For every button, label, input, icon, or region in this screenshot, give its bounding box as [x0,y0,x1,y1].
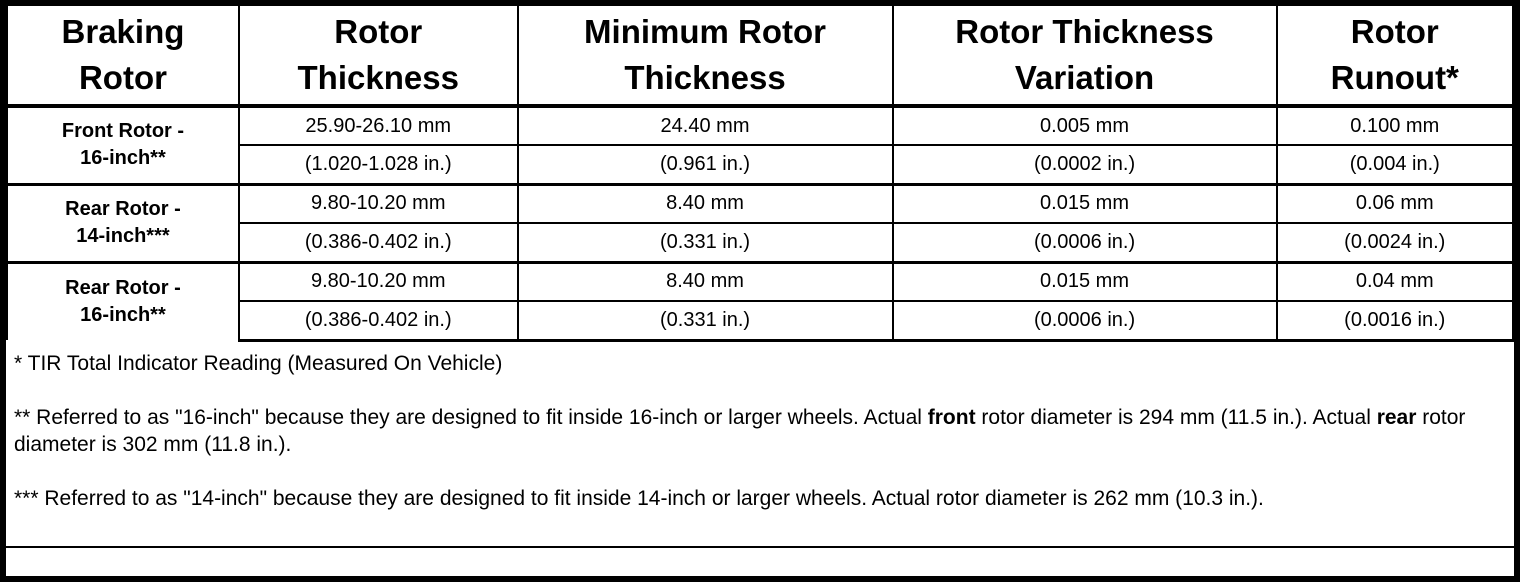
table-row-rear16-mm: Rear Rotor - 16-inch** 9.80-10.20 mm 8.4… [6,260,1514,340]
spec-cell: 8.40 mm [516,260,894,302]
column-header-braking-rotor: Braking Rotor [6,6,240,108]
spec-cell: (0.0016 in.) [1275,301,1514,342]
column-header-rotor-thickness-variation: Rotor Thickness Variation [891,6,1278,108]
footnote-tir: * TIR Total Indicator Reading (Measured … [14,351,503,375]
spec-cell: (0.331 in.) [516,301,894,342]
spec-cell: 9.80-10.20 mm [237,182,519,224]
spec-cell: (0.0002 in.) [891,145,1278,184]
spec-cell: (0.386-0.402 in.) [237,301,519,342]
row-label-front-rotor-16: Front Rotor - 16-inch** [6,106,240,184]
spec-cell: 0.100 mm [1275,106,1514,146]
rotor-specs-table: Braking Rotor Rotor Thickness Minimum Ro… [6,6,1514,342]
footnote-16-text: ** Referred to as "16-inch" because they… [14,405,928,429]
header-row: Braking Rotor Rotor Thickness Minimum Ro… [6,6,1514,108]
table-row-rear16-in: (0.386-0.402 in.) (0.331 in.) (0.0006 in… [7,301,1514,342]
footnote-16-bold-front: front [927,405,976,429]
spec-cell: 8.40 mm [516,182,894,224]
row-label-rear-rotor-16: Rear Rotor - 16-inch** [6,260,240,340]
column-header-rotor-thickness: Rotor Thickness [237,6,519,108]
spec-cell: (0.331 in.) [516,223,894,262]
footnotes-section: * TIR Total Indicator Reading (Measured … [6,341,1514,548]
footnote-16-bold-rear: rear [1376,405,1417,429]
spec-cell: 0.06 mm [1275,182,1514,224]
table-row-rear14-in: (0.386-0.402 in.) (0.331 in.) (0.0006 in… [7,223,1514,262]
column-header-minimum-rotor-thickness: Minimum Rotor Thickness [516,6,894,108]
footnote-16-text: rotor diameter is 294 mm (11.5 in.). Act… [975,405,1377,429]
spec-cell: 0.005 mm [891,106,1278,146]
spec-cell: 0.04 mm [1275,260,1514,302]
spec-cell: (0.004 in.) [1275,145,1514,184]
spec-cell: 24.40 mm [516,106,894,146]
spec-cell: (0.0006 in.) [891,301,1278,342]
spec-cell: (0.386-0.402 in.) [237,223,519,262]
spec-cell: 0.015 mm [891,260,1278,302]
spec-cell: (1.020-1.028 in.) [237,145,519,184]
spec-cell: 25.90-26.10 mm [237,106,519,146]
table-row-front16-in: (1.020-1.028 in.) (0.961 in.) (0.0002 in… [7,145,1514,184]
spec-cell: (0.0024 in.) [1275,223,1514,262]
table-row-rear14-mm: Rear Rotor - 14-inch*** 9.80-10.20 mm 8.… [6,182,1514,262]
spec-cell: (0.961 in.) [516,145,894,184]
spec-cell: (0.0006 in.) [891,223,1278,262]
footnote-16-text: rotor diameter is 302 mm (11.8 in.). [14,405,1466,456]
table-row-front16-mm: Front Rotor - 16-inch** 25.90-26.10 mm 2… [6,106,1514,184]
column-header-rotor-runout: Rotor Runout* [1275,6,1514,108]
footnote-16-inch: ** Referred to as "16-inch" because they… [14,404,1506,458]
spec-cell: 9.80-10.20 mm [237,260,519,302]
row-label-rear-rotor-14: Rear Rotor - 14-inch*** [6,182,240,262]
footnote-14-inch: *** Referred to as "14-inch" because the… [14,486,1264,510]
spec-cell: 0.015 mm [891,182,1278,224]
bottom-gap [6,547,1514,556]
